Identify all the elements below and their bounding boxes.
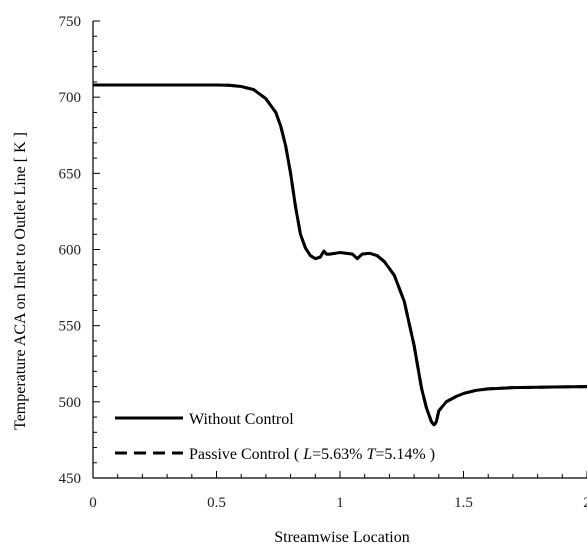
y-tick-label: 600 (59, 243, 82, 259)
tick-marks (92, 20, 587, 479)
series-layer (93, 83, 587, 427)
series-line-without-control (93, 83, 587, 427)
legend-label-passive-control: Passive Control (L=5.63% T=5.14%) (189, 446, 435, 463)
x-axis-title: Streamwise Location (274, 529, 410, 546)
legend-prefix: Passive Control ( (189, 446, 299, 463)
x-tick-labels: 0 0.5 1 1.5 2 (89, 495, 587, 511)
y-tick-label: 550 (59, 319, 82, 335)
y-tick-label: 700 (59, 90, 82, 106)
x-tick-label: 0.5 (207, 495, 226, 511)
legend-suffix: ) (430, 446, 435, 463)
axes (92, 21, 587, 479)
y-tick-label: 500 (59, 395, 82, 411)
x-tick-label: 1.5 (454, 495, 473, 511)
y-axis-title: Temperature ACA on Inlet to Outlet Line … (12, 132, 29, 430)
legend: Without Control Passive Control (L=5.63%… (115, 411, 435, 463)
legend-l-symbol: L (302, 446, 312, 463)
legend-t-symbol: T (366, 446, 376, 463)
legend-l-value: =5.63% (312, 446, 362, 463)
x-tick-label: 1 (336, 495, 344, 511)
y-tick-label: 450 (59, 471, 82, 487)
y-tick-label: 650 (59, 166, 82, 182)
legend-t-value: =5.14% (375, 446, 425, 463)
legend-label-without-control: Without Control (189, 411, 294, 428)
x-tick-label: 0 (89, 495, 97, 511)
y-tick-label: 750 (59, 14, 82, 30)
series-line-passive-control (93, 83, 587, 427)
y-tick-labels: 450 500 550 600 650 700 750 (59, 14, 82, 487)
x-tick-label: 2 (583, 495, 587, 511)
